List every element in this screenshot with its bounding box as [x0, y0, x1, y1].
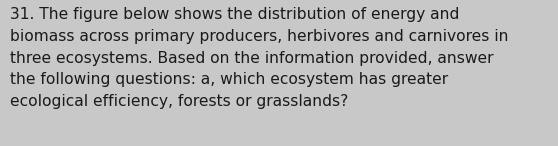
Text: 31. The figure below shows the distribution of energy and
biomass across primary: 31. The figure below shows the distribut…	[10, 7, 508, 109]
